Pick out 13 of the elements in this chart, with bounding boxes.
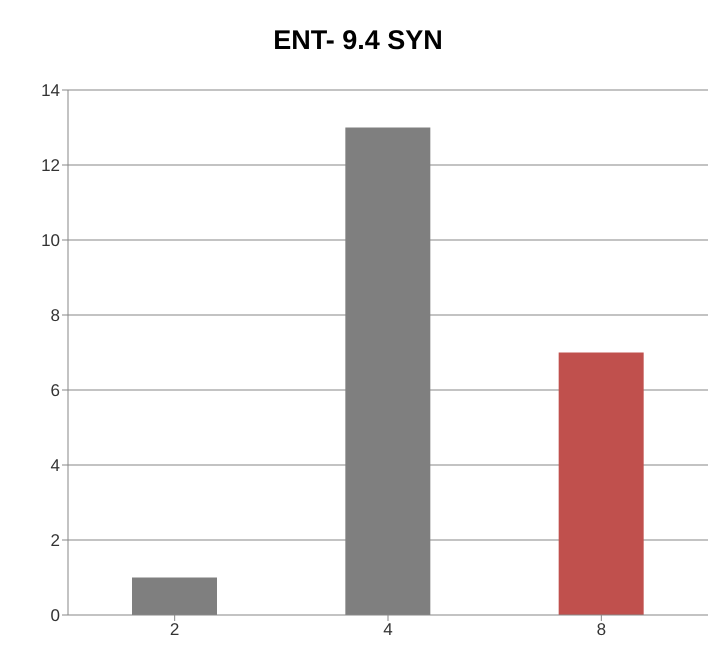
x-tick-label: 8: [596, 620, 606, 640]
y-tick-label: 10: [41, 231, 60, 250]
y-tick-label: 12: [41, 156, 60, 176]
y-tick-label: 6: [50, 381, 60, 400]
y-tick-label: 14: [41, 81, 60, 100]
bar: [558, 352, 644, 615]
y-tick-label: 0: [50, 606, 60, 626]
x-tick-label: 2: [170, 620, 180, 640]
chart-title: ENT- 9.4 SYN: [272, 24, 444, 57]
x-tick-label: 4: [383, 620, 393, 640]
y-tick-label: 4: [50, 456, 60, 476]
y-tick-label: 2: [50, 531, 60, 550]
y-tick-label: 8: [50, 306, 60, 326]
